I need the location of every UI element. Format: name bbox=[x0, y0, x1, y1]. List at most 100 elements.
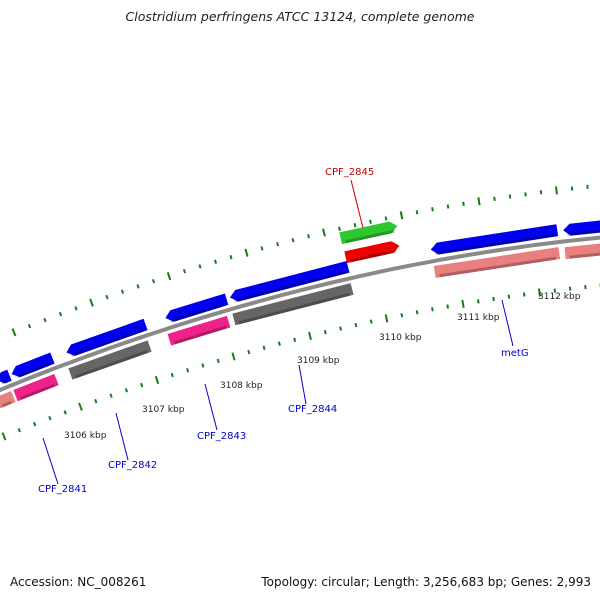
inner-tick bbox=[323, 329, 327, 335]
feature-track bbox=[0, 219, 600, 409]
gene-feature[interactable] bbox=[232, 283, 354, 326]
outer-tick bbox=[166, 272, 172, 281]
gene-shadow bbox=[435, 233, 555, 255]
inner-tick bbox=[431, 307, 434, 312]
inner-tick bbox=[247, 349, 251, 355]
outer-tick bbox=[415, 210, 419, 215]
gene-shape[interactable] bbox=[0, 391, 16, 409]
gene-shape[interactable] bbox=[0, 369, 12, 386]
inner-tick bbox=[415, 310, 419, 315]
gene-feature[interactable] bbox=[430, 224, 559, 255]
label-leader-line bbox=[350, 179, 364, 229]
gene-label-cpf-2841[interactable]: CPF_2841 bbox=[38, 484, 87, 495]
scale-label: 3112 kbp bbox=[538, 292, 581, 302]
outer-tick bbox=[151, 278, 156, 284]
gene-shadow bbox=[569, 251, 600, 259]
gene-label-metg[interactable]: metG bbox=[501, 348, 529, 359]
gene-label-cpf-2843[interactable]: CPF_2843 bbox=[197, 431, 246, 442]
inner-tick bbox=[369, 319, 373, 324]
inner-tick bbox=[384, 314, 389, 323]
inner-tick bbox=[308, 331, 312, 341]
gene-shape[interactable] bbox=[430, 224, 559, 255]
gene-label-cpf-2842[interactable]: CPF_2842 bbox=[108, 460, 157, 471]
outer-tick bbox=[338, 226, 341, 231]
label-leader-line bbox=[298, 364, 307, 405]
outer-tick bbox=[11, 328, 17, 337]
inner-tick bbox=[216, 358, 220, 364]
gene-feature[interactable] bbox=[164, 293, 229, 323]
outer-tick bbox=[120, 289, 125, 294]
scale-label: 3111 kbp bbox=[457, 313, 500, 323]
inner-tick bbox=[124, 388, 128, 393]
inner-tick bbox=[522, 292, 526, 297]
outer-tick bbox=[198, 264, 202, 269]
gene-shadow bbox=[439, 256, 557, 278]
outer-tick bbox=[353, 223, 357, 228]
gene-shape[interactable] bbox=[68, 340, 152, 380]
accession-text: Accession: NC_008261 bbox=[10, 575, 147, 589]
gene-shape[interactable] bbox=[563, 219, 600, 236]
inner-tick bbox=[170, 372, 174, 378]
backbone-line bbox=[0, 235, 600, 393]
gene-shadow bbox=[238, 292, 350, 325]
gene-shape[interactable] bbox=[64, 318, 148, 358]
gene-shadow bbox=[16, 362, 51, 379]
scale-label: 3108 kbp bbox=[220, 381, 263, 391]
gene-feature[interactable] bbox=[167, 315, 231, 346]
gene-feature[interactable] bbox=[9, 352, 55, 379]
gene-shape[interactable] bbox=[339, 220, 398, 245]
scale-labels: 3106 kbp 3107 kbp 3108 kbp 3109 kbp 3110 kbp… bbox=[64, 292, 581, 441]
gene-feature[interactable] bbox=[339, 220, 398, 245]
outer-tick bbox=[213, 259, 218, 264]
gene-label-cpf-2844[interactable]: CPF_2844 bbox=[288, 404, 337, 415]
gene-feature[interactable] bbox=[68, 340, 152, 380]
gene-shadow bbox=[20, 383, 55, 400]
outer-tick bbox=[74, 306, 78, 311]
gene-feature[interactable] bbox=[13, 373, 59, 402]
gene-shape[interactable] bbox=[344, 240, 400, 264]
gene-shape[interactable] bbox=[433, 247, 561, 278]
gene-shadow bbox=[1, 400, 12, 408]
outer-tick bbox=[276, 242, 279, 247]
gene-shadow bbox=[71, 328, 144, 357]
gene-feature[interactable] bbox=[344, 240, 400, 264]
gene-shape[interactable] bbox=[13, 373, 59, 402]
gene-shape[interactable] bbox=[9, 352, 55, 379]
inner-tick bbox=[140, 382, 144, 388]
inner-tick bbox=[507, 294, 511, 299]
gene-feature[interactable] bbox=[228, 261, 350, 303]
gene-feature[interactable] bbox=[564, 242, 600, 260]
inner-tick bbox=[476, 299, 480, 304]
gene-label-cpf-2845[interactable]: CPF_2845 bbox=[325, 167, 374, 178]
outer-tick bbox=[384, 216, 388, 221]
inner-tick bbox=[78, 402, 83, 411]
gene-feature[interactable] bbox=[0, 391, 16, 409]
outer-tick bbox=[369, 219, 372, 224]
outer-tick bbox=[524, 192, 527, 197]
outer-tick bbox=[27, 323, 32, 329]
gene-shape[interactable] bbox=[228, 261, 350, 303]
label-leader-line bbox=[115, 412, 129, 461]
outer-tick bbox=[58, 311, 63, 317]
outer-tick bbox=[89, 298, 94, 307]
gene-shadow bbox=[75, 350, 148, 379]
gene-feature[interactable] bbox=[433, 247, 561, 278]
inner-tick bbox=[94, 398, 98, 404]
gene-shadow bbox=[170, 303, 225, 323]
gene-feature[interactable] bbox=[0, 369, 12, 386]
outer-tick bbox=[555, 186, 558, 195]
inner-tick bbox=[277, 341, 281, 346]
gene-shape[interactable] bbox=[564, 242, 600, 260]
inner-tick bbox=[339, 326, 343, 331]
gene-shape[interactable] bbox=[167, 315, 231, 346]
gene-feature[interactable] bbox=[64, 318, 148, 358]
inner-tick bbox=[354, 322, 358, 328]
outer-tick bbox=[539, 190, 543, 195]
inner-tick bbox=[537, 288, 542, 297]
gene-feature[interactable] bbox=[563, 219, 600, 236]
gene-shape[interactable] bbox=[232, 283, 354, 326]
inner-tick bbox=[201, 363, 205, 368]
inner-tick bbox=[231, 352, 236, 361]
gene-shape[interactable] bbox=[164, 293, 229, 323]
